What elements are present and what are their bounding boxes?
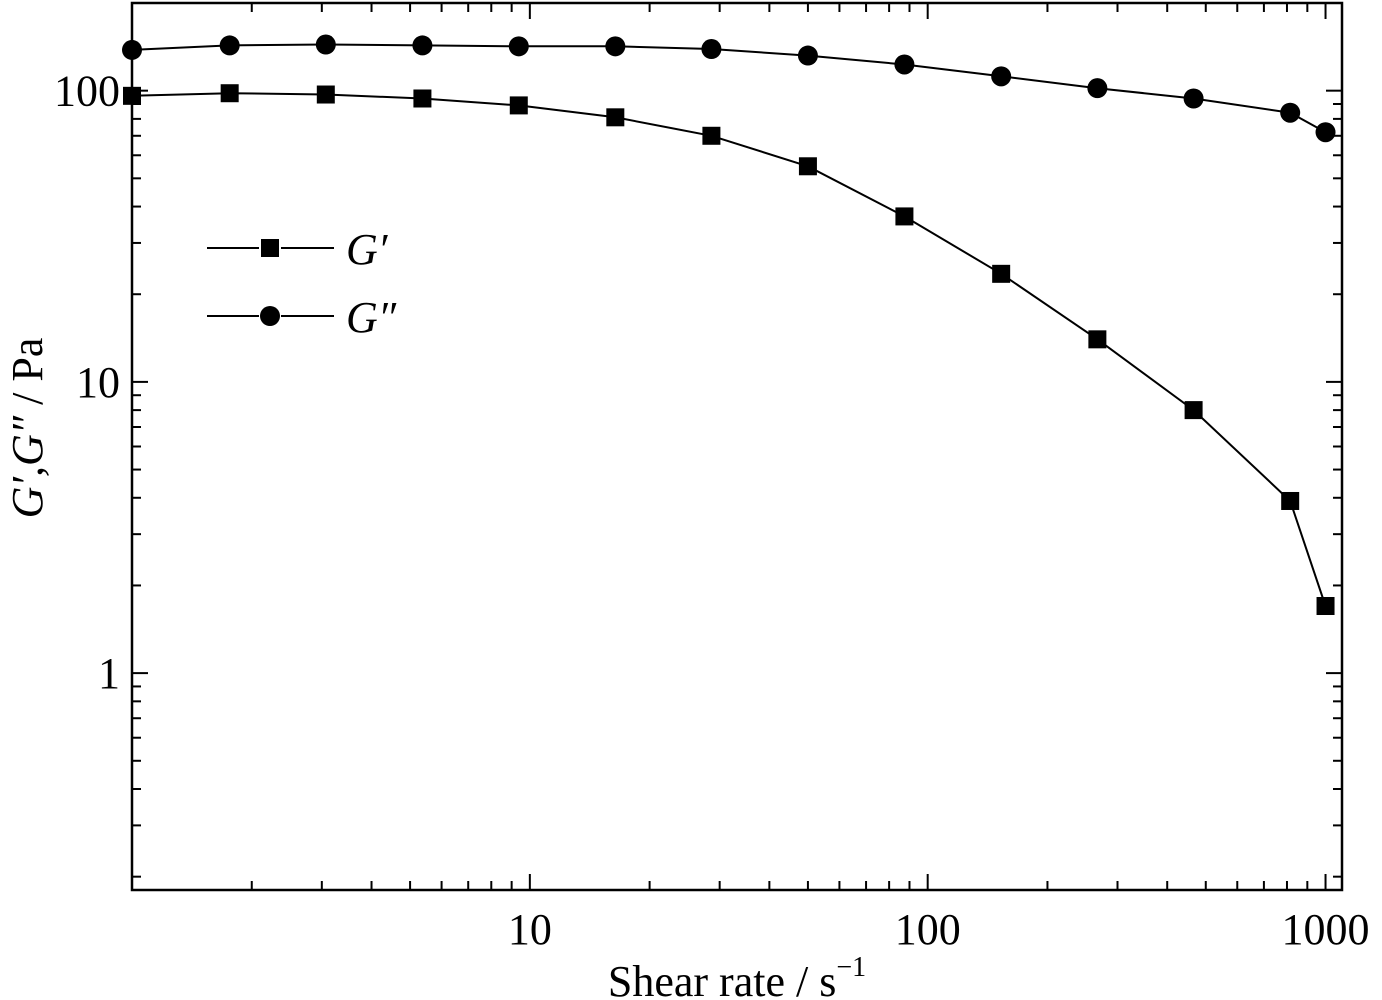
data-point-g-prime bbox=[992, 264, 1011, 283]
plot-frame bbox=[130, 1, 1344, 892]
x-tick-label-1000: 1000 bbox=[1282, 905, 1370, 954]
data-point-g-prime bbox=[1088, 330, 1107, 349]
y-tick-label-1: 1 bbox=[98, 649, 120, 698]
x-tick-label-100: 100 bbox=[895, 905, 961, 954]
y-tick-label-100: 100 bbox=[54, 67, 120, 116]
data-point-g-prime bbox=[702, 126, 721, 145]
legend: G′ G″ bbox=[207, 225, 397, 342]
data-point-g-double-prime bbox=[412, 35, 433, 56]
data-point-g-prime bbox=[895, 207, 914, 226]
data-point-g-double-prime bbox=[219, 35, 240, 56]
data-point-g-double-prime bbox=[605, 36, 626, 57]
data-point-g-double-prime bbox=[1280, 102, 1301, 123]
data-point-g-prime bbox=[413, 89, 432, 108]
data-point-g-prime bbox=[1281, 491, 1300, 510]
y-axis-title: G′,G″ / Pa bbox=[3, 338, 52, 519]
data-point-g-double-prime bbox=[508, 36, 529, 57]
x-axis-title-main: Shear rate / s bbox=[608, 957, 836, 1000]
legend-label-g-double-prime: G″ bbox=[346, 293, 397, 342]
x-tick-label-10: 10 bbox=[508, 905, 552, 954]
legend-marker-square bbox=[261, 239, 279, 257]
data-point-g-prime bbox=[316, 85, 335, 104]
data-point-g-prime bbox=[1184, 401, 1203, 420]
data-point-g-double-prime bbox=[894, 54, 915, 75]
y-axis-title-unit: / Pa bbox=[3, 338, 52, 416]
minor-ticks bbox=[132, 3, 1342, 890]
x-axis-title-exponent: −1 bbox=[836, 952, 866, 983]
data-point-g-double-prime bbox=[1087, 78, 1108, 99]
data-point-g-prime bbox=[509, 96, 528, 115]
data-point-g-prime bbox=[220, 84, 239, 103]
legend-marker-circle bbox=[260, 306, 280, 326]
legend-label-g-prime: G′ bbox=[346, 225, 389, 274]
data-point-g-prime bbox=[606, 108, 625, 127]
data-point-g-prime bbox=[798, 157, 817, 176]
series-layer bbox=[122, 34, 1336, 616]
data-point-g-double-prime bbox=[315, 34, 336, 55]
y-axis-title-symbol: G′,G″ bbox=[3, 415, 52, 518]
data-point-g-double-prime bbox=[991, 66, 1012, 87]
series-line-g-prime bbox=[131, 92, 1327, 607]
major-ticks bbox=[132, 3, 1342, 890]
x-axis-title: Shear rate / s−1 bbox=[608, 952, 866, 1000]
data-point-g-double-prime bbox=[701, 39, 722, 60]
y-tick-label-10: 10 bbox=[76, 358, 120, 407]
data-point-g-double-prime bbox=[1183, 88, 1204, 109]
data-point-g-double-prime bbox=[797, 45, 818, 66]
data-point-g-double-prime bbox=[1315, 122, 1336, 143]
series-line-g-double-prime bbox=[131, 43, 1326, 134]
data-point-g-prime bbox=[1316, 597, 1335, 616]
